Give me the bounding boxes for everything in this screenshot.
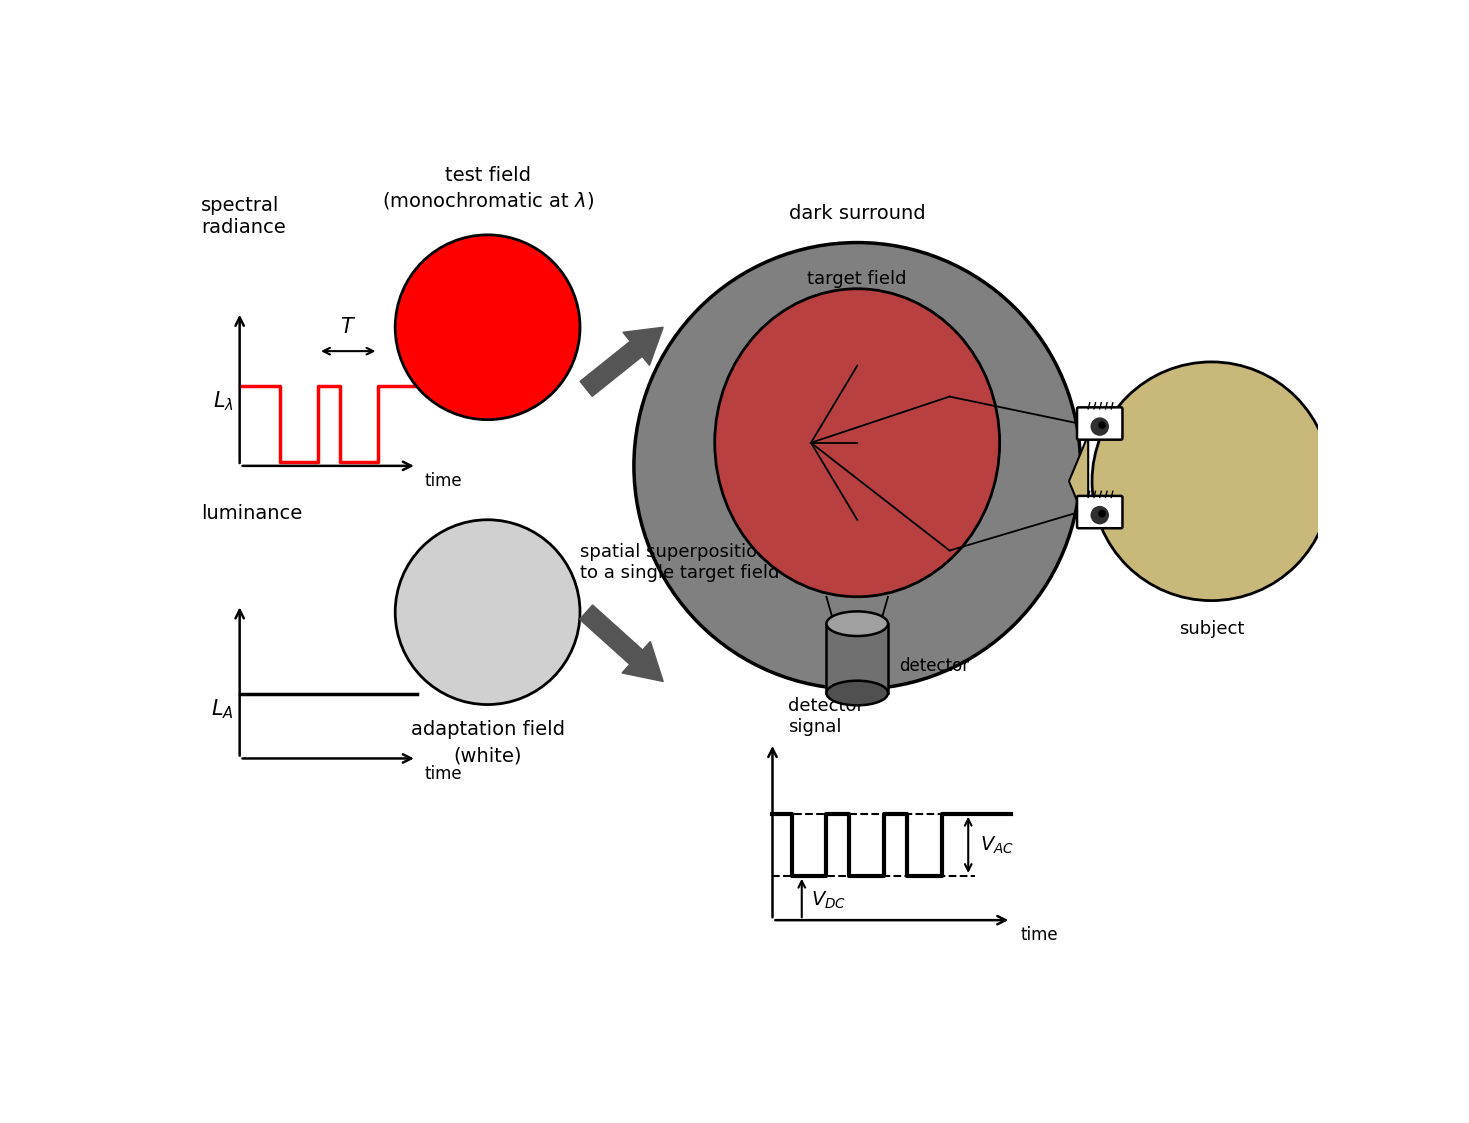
Text: $L_A$: $L_A$ [212, 697, 234, 721]
FancyBboxPatch shape [1077, 408, 1122, 440]
Text: adaptation field: adaptation field [411, 720, 564, 739]
Text: subject: subject [1178, 620, 1244, 638]
Circle shape [395, 235, 580, 420]
Text: spectral
radiance: spectral radiance [201, 197, 286, 237]
Text: detector
signal: detector signal [787, 697, 864, 736]
Text: (monochromatic at $\lambda$): (monochromatic at $\lambda$) [382, 190, 593, 211]
Text: $V_{AC}$: $V_{AC}$ [980, 834, 1014, 856]
Text: $L_\lambda$: $L_\lambda$ [213, 390, 234, 413]
Text: test field: test field [445, 165, 530, 184]
Text: dark surround: dark surround [789, 204, 925, 223]
Text: target field: target field [808, 270, 906, 287]
Circle shape [635, 243, 1081, 690]
Text: detector: detector [899, 657, 970, 675]
Ellipse shape [827, 681, 887, 705]
Circle shape [1099, 421, 1106, 429]
Bar [827, 623, 887, 693]
Circle shape [395, 520, 580, 704]
Circle shape [1099, 510, 1106, 518]
Text: luminance: luminance [201, 504, 303, 523]
Polygon shape [580, 327, 663, 396]
Circle shape [1090, 418, 1109, 436]
FancyBboxPatch shape [1077, 496, 1122, 528]
Circle shape [1090, 505, 1109, 524]
Circle shape [1091, 362, 1331, 601]
Text: time: time [425, 765, 463, 783]
Ellipse shape [715, 289, 999, 596]
Polygon shape [580, 605, 663, 682]
Polygon shape [1069, 435, 1089, 528]
Ellipse shape [827, 611, 887, 636]
Text: $T$: $T$ [341, 318, 357, 337]
Text: time: time [425, 472, 463, 490]
Text: $V_{DC}$: $V_{DC}$ [811, 889, 846, 911]
Text: (white): (white) [454, 747, 521, 766]
Text: spatial superposition
to a single target field: spatial superposition to a single target… [580, 542, 780, 582]
Text: time: time [1021, 926, 1058, 944]
